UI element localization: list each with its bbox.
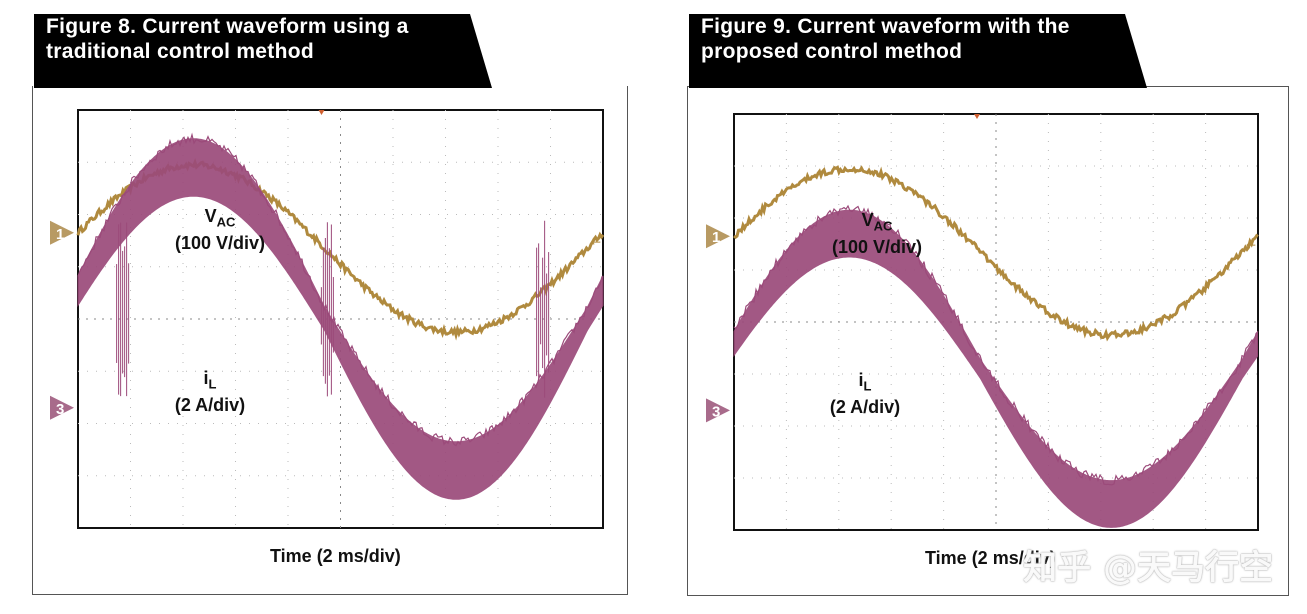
channel-1-marker-shape bbox=[50, 220, 74, 245]
channel-1-marker-shape bbox=[706, 224, 730, 249]
il-label-main: i bbox=[858, 370, 864, 390]
figure-8-x-axis-label: Time (2 ms/div) bbox=[270, 546, 401, 566]
vac-label-sub: AC bbox=[873, 218, 893, 234]
il-trace-edge bbox=[77, 132, 603, 447]
figure-8-frame bbox=[32, 86, 628, 595]
level-marker: ← bbox=[1246, 238, 1256, 252]
figure-8-panel: Figure 8. Current waveform using a tradi… bbox=[0, 0, 640, 614]
figure-9-caption: Figure 9. Current waveform with the prop… bbox=[701, 15, 1070, 63]
figure-9-caption-box bbox=[689, 14, 1147, 88]
channel-3-marker: 3 bbox=[50, 395, 74, 420]
channel-3-marker-shape bbox=[50, 395, 74, 420]
channel-1-marker: 1 bbox=[50, 220, 74, 245]
figure-9-panel: Figure 9. Current waveform with the prop… bbox=[655, 0, 1295, 614]
trigger-marker bbox=[318, 110, 325, 115]
vac-label-main: V bbox=[861, 210, 874, 230]
il-label-sub: L bbox=[208, 376, 217, 392]
channel-3-number: 3 bbox=[56, 401, 64, 418]
vac-scale: (100 V/div) bbox=[174, 232, 266, 253]
figure-8-caption-box bbox=[34, 14, 492, 88]
channel-3-marker: 3 bbox=[706, 398, 730, 423]
figure-9-x-axis-label: Time (2 ms/div) bbox=[925, 548, 1056, 568]
il-trace bbox=[733, 209, 1258, 528]
figure-9-il-label: iL (2 A/div) bbox=[795, 370, 935, 418]
vac-trace bbox=[733, 165, 1259, 342]
il-scale: (2 A/div) bbox=[174, 394, 246, 415]
figure-8-vac-label: VAC (100 V/div) bbox=[150, 206, 290, 254]
trigger-marker bbox=[974, 114, 980, 119]
vac-label-main: V bbox=[204, 206, 217, 226]
channel-3-number: 3 bbox=[712, 403, 720, 420]
watermark: 知乎 @天马行空 bbox=[1023, 548, 1273, 588]
level-marker: ← bbox=[591, 235, 601, 249]
il-scale: (2 A/div) bbox=[829, 396, 901, 417]
vac-scale: (100 V/div) bbox=[831, 236, 923, 257]
channel-1-number: 1 bbox=[712, 229, 720, 246]
channel-1-number: 1 bbox=[56, 226, 64, 243]
figure-9-oscilloscope: 1 3 ← bbox=[706, 113, 1259, 531]
il-trace bbox=[77, 138, 604, 500]
il-label-main: i bbox=[203, 368, 209, 388]
figure-9-vac-label: VAC (100 V/div) bbox=[807, 210, 947, 258]
figure-8-oscilloscope: 1 3 ← bbox=[50, 109, 605, 529]
channel-3-marker-shape bbox=[706, 398, 730, 423]
figure-8-caption: Figure 8. Current waveform using a tradi… bbox=[46, 15, 409, 63]
il-trace-edge bbox=[733, 204, 1259, 486]
il-label-sub: L bbox=[863, 378, 872, 394]
figure-8-il-label: iL (2 A/div) bbox=[140, 368, 280, 416]
channel-1-marker: 1 bbox=[706, 224, 730, 249]
vac-label-sub: AC bbox=[216, 214, 236, 230]
